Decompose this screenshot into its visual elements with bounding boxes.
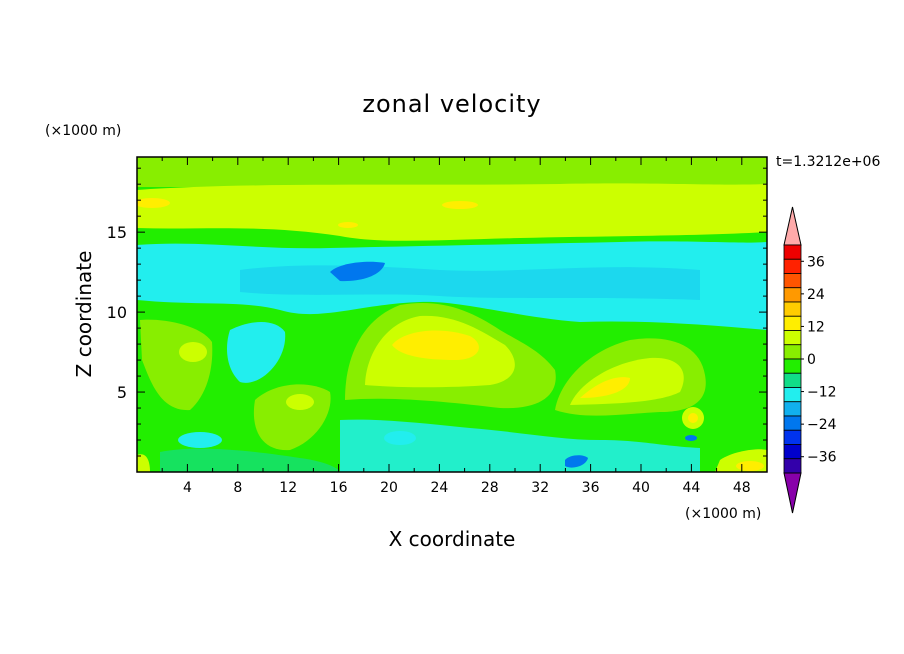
top-band bbox=[137, 157, 767, 187]
colorbar-block bbox=[783, 344, 802, 360]
plot-frame bbox=[136, 156, 768, 473]
lower-left-lobe-core bbox=[286, 394, 314, 410]
colorbar-tick-label: 24 bbox=[807, 287, 825, 303]
x-tick-label: 24 bbox=[430, 480, 448, 496]
colorbar-block bbox=[783, 401, 802, 417]
lower-left-cyan bbox=[227, 322, 286, 383]
right-lobe-spot-core bbox=[688, 413, 698, 423]
upper-band-hotspot bbox=[338, 222, 358, 228]
contour-field bbox=[137, 157, 767, 472]
colorbar-tick-label: −12 bbox=[807, 385, 837, 401]
colorbar-tick-label: 12 bbox=[807, 319, 825, 335]
colorbar-block bbox=[783, 372, 802, 388]
colorbar-block bbox=[783, 315, 802, 331]
right-lobe-hot bbox=[580, 377, 630, 398]
y-unit-label: (×1000 m) bbox=[45, 123, 121, 139]
colorbar-block bbox=[783, 444, 802, 460]
colorbar-block bbox=[783, 287, 802, 303]
colorbar-block bbox=[783, 258, 802, 274]
time-label: t=1.3212e+06 bbox=[776, 154, 880, 170]
y-axis: 5 10 15 bbox=[107, 167, 767, 457]
middle-cyan-layer bbox=[137, 241, 767, 330]
colorbar-over-triangle bbox=[783, 206, 802, 246]
bottom-right-hot bbox=[736, 461, 764, 471]
x-tick-label: 12 bbox=[279, 480, 297, 496]
chart-title: zonal velocity bbox=[362, 90, 541, 118]
colorbar-under-triangle bbox=[783, 472, 802, 514]
upper-band-hotspot bbox=[137, 198, 170, 208]
y-axis-label: Z coordinate bbox=[72, 251, 96, 378]
x-tick-label: 4 bbox=[183, 480, 192, 496]
colorbar-block bbox=[783, 458, 802, 474]
colorbar-block bbox=[783, 429, 802, 445]
colorbar-block bbox=[783, 387, 802, 403]
upper-band-hotspot bbox=[442, 201, 478, 209]
bottom-left-warm bbox=[137, 454, 150, 472]
upper-band-inner bbox=[137, 189, 767, 210]
x-tick-label: 16 bbox=[330, 480, 348, 496]
colorbar-block bbox=[783, 273, 802, 289]
colorbar-tick-label: −36 bbox=[807, 450, 837, 466]
x-tick-label: 20 bbox=[380, 480, 398, 496]
colorbar-tick-label: 36 bbox=[807, 254, 825, 270]
x-tick-label: 36 bbox=[582, 480, 600, 496]
x-axis: 4 8 12 16 20 24 28 32 36 40 44 48 bbox=[161, 157, 751, 496]
colorbar: 36 24 12 0 −12 −24 −36 bbox=[783, 206, 837, 514]
bottom-cyan-spot bbox=[384, 431, 416, 445]
x-tick-label: 32 bbox=[531, 480, 549, 496]
bottom-cold-spot bbox=[565, 455, 588, 468]
colorbar-block bbox=[783, 415, 802, 431]
colorbar-block bbox=[783, 358, 802, 374]
central-lobe-hot bbox=[392, 330, 479, 360]
x-tick-label: 28 bbox=[481, 480, 499, 496]
colorbar-tick-label: 0 bbox=[807, 352, 816, 368]
x-tick-label: 48 bbox=[733, 480, 751, 496]
bottom-cold-spot bbox=[685, 435, 697, 441]
colorbar-block bbox=[783, 330, 802, 346]
lower-left-lobe-core bbox=[179, 342, 207, 362]
y-tick-label: 5 bbox=[117, 383, 127, 402]
colorbar-block bbox=[783, 244, 802, 260]
cold-core bbox=[330, 261, 385, 282]
y-tick-label: 15 bbox=[107, 223, 127, 242]
y-tick-label: 10 bbox=[107, 303, 127, 322]
colorbar-tick-label: −24 bbox=[807, 417, 837, 433]
colorbar-block bbox=[783, 301, 802, 317]
bottom-cyan-band bbox=[340, 419, 700, 472]
x-tick-label: 44 bbox=[682, 480, 700, 496]
bottom-green-band bbox=[160, 448, 340, 472]
lower-left-cyan bbox=[178, 432, 222, 448]
x-tick-label: 40 bbox=[632, 480, 650, 496]
x-tick-label: 8 bbox=[233, 480, 242, 496]
x-axis-label: X coordinate bbox=[389, 527, 516, 551]
x-unit-label: (×1000 m) bbox=[685, 506, 761, 522]
